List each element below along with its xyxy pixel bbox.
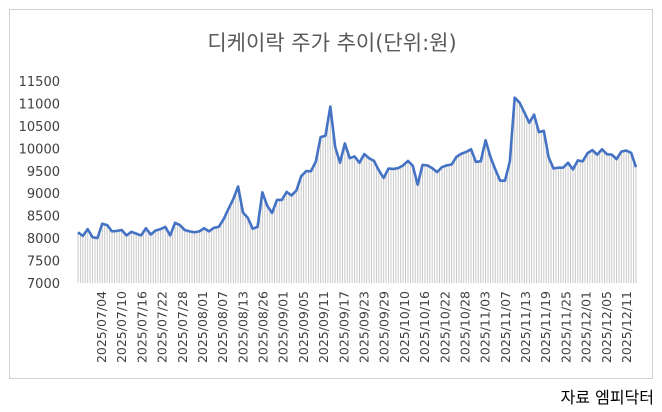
x-tick-label: 2025/12/11	[619, 291, 634, 363]
source-note: 자료 엠피닥터	[560, 388, 654, 407]
y-tick-label: 8000	[27, 232, 60, 247]
y-axis: 7000 7500 8000 8500 9000 9500 10000 10500 11000 1…	[19, 75, 60, 292]
x-tick-label: 2025/09/29	[377, 291, 392, 363]
y-tick-label: 11500	[19, 75, 60, 90]
x-tick-label: 2025/09/17	[336, 291, 351, 363]
y-tick-label: 10000	[19, 142, 60, 157]
x-tick-label: 2025/09/11	[316, 291, 331, 363]
x-tick-label: 2025/10/10	[397, 291, 412, 363]
x-tick-label: 2025/08/13	[235, 291, 250, 363]
y-tick-label: 8500	[27, 210, 60, 225]
y-tick-label: 11000	[19, 97, 60, 112]
chart-frame: 디케이락 주가 추이(단위:원) 7000 7500 8000 8500 9000 950…	[9, 9, 653, 379]
x-tick-label: 2025/11/25	[558, 291, 573, 363]
chart-title: 디케이락 주가 추이(단위:원)	[207, 31, 456, 55]
x-tick-label: 2025/11/19	[538, 291, 553, 363]
x-tick-label: 2025/07/04	[94, 291, 109, 363]
x-tick-label: 2025/07/28	[175, 291, 190, 363]
x-tick-label: 2025/07/22	[155, 291, 170, 363]
x-tick-label: 2025/10/16	[417, 291, 432, 363]
x-tick-label: 2025/09/23	[357, 291, 372, 363]
x-axis: 2025/07/04 2025/07/10 2025/07/16 2025/07/22…	[94, 291, 634, 363]
price-line-layer	[77, 96, 638, 240]
x-tick-label: 2025/07/16	[134, 291, 149, 363]
area-fill	[77, 97, 637, 283]
y-tick-label: 7000	[27, 277, 60, 292]
stock-price-chart: 디케이락 주가 추이(단위:원) 7000 7500 8000 8500 9000 950…	[19, 31, 638, 363]
x-tick-label: 2025/11/13	[518, 291, 533, 363]
x-tick-label: 2025/08/26	[256, 291, 271, 363]
x-tick-label: 2025/08/01	[195, 291, 210, 363]
x-tick-label: 2025/12/05	[599, 291, 614, 363]
x-tick-label: 2025/09/01	[276, 291, 291, 363]
x-tick-label: 2025/11/07	[498, 291, 513, 363]
y-tick-label: 7500	[27, 255, 60, 270]
y-tick-label: 9000	[27, 187, 60, 202]
x-tick-label: 2025/10/28	[457, 291, 472, 363]
y-tick-label: 9500	[27, 165, 60, 180]
x-tick-label: 2025/07/10	[114, 291, 129, 363]
x-tick-label: 2025/12/01	[579, 291, 594, 363]
price-series-line	[77, 96, 638, 240]
x-tick-label: 2025/08/07	[215, 291, 230, 363]
x-tick-label: 2025/11/03	[478, 291, 493, 363]
x-tick-label: 2025/09/05	[296, 291, 311, 363]
x-tick-label: 2025/10/22	[437, 291, 452, 363]
y-tick-label: 10500	[19, 120, 60, 135]
